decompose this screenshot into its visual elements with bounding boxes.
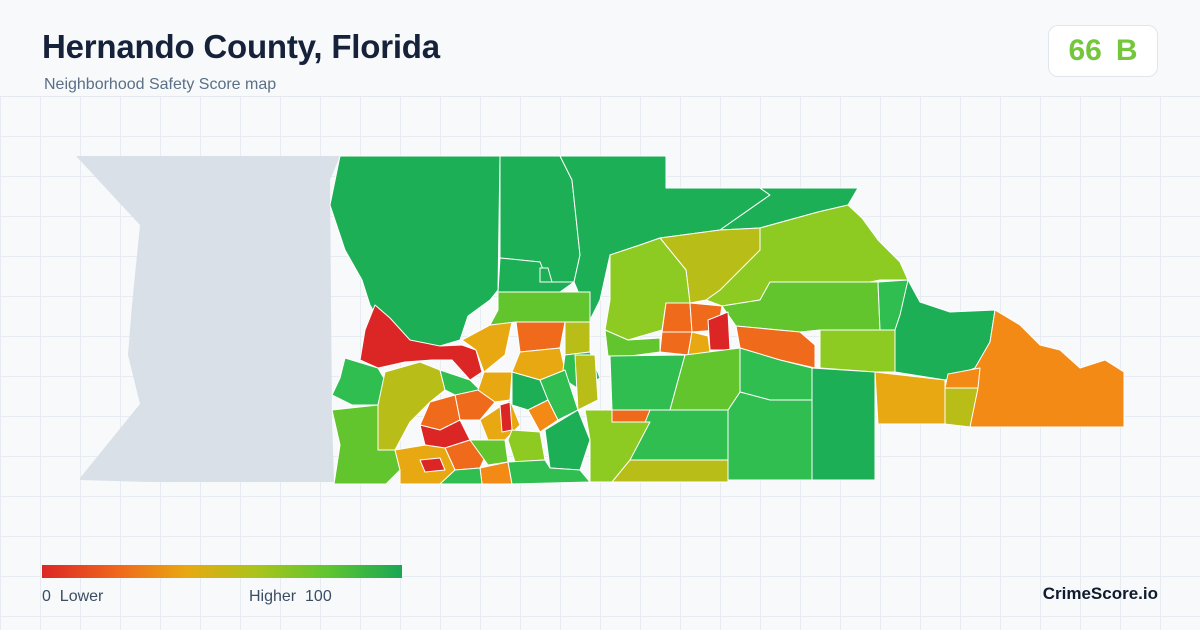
region-central-east-green[interactable]	[669, 347, 741, 411]
brand-logo[interactable]: CrimeScore.io	[1042, 584, 1158, 603]
region-ne-band[interactable]	[721, 281, 881, 333]
region-sh-v[interactable]	[539, 369, 579, 421]
region-central-lime[interactable]	[604, 329, 661, 357]
region-brooksville-e[interactable]	[687, 331, 711, 356]
safety-score-badge: 66 B	[1048, 25, 1158, 77]
region-sh-w[interactable]	[507, 429, 546, 463]
region-sh-x[interactable]	[544, 409, 591, 471]
region-sh-y[interactable]	[507, 459, 591, 485]
water-area	[76, 156, 340, 482]
header-divider	[0, 96, 1200, 97]
legend-low: 0 Lower	[42, 588, 103, 606]
region-sh-i[interactable]	[477, 371, 513, 403]
score-grade: B	[1115, 34, 1138, 67]
region-east-amber[interactable]	[874, 371, 946, 425]
region-brooksville-a[interactable]	[661, 302, 693, 333]
page-title: Hernando County, Florida	[42, 28, 440, 65]
region-sh-n[interactable]	[419, 457, 446, 473]
region-southeast-green[interactable]	[727, 391, 813, 481]
score-value: 66	[1068, 34, 1102, 67]
legend-high-number: 100	[305, 588, 332, 605]
legend-gradient-bar	[42, 565, 402, 578]
region-west-coast-green[interactable]	[331, 357, 386, 406]
region-east-dark-2[interactable]	[811, 367, 876, 481]
region-northwest[interactable]	[329, 155, 501, 353]
region-south-olive[interactable]	[611, 459, 729, 483]
region-sh-g[interactable]	[574, 354, 599, 411]
page-subtitle: Neighborhood Safety Score map	[44, 76, 277, 93]
region-sh-q[interactable]	[479, 461, 513, 485]
region-east-lime[interactable]	[819, 329, 896, 373]
legend-low-label: Lower	[59, 588, 104, 605]
region-sh-b[interactable]	[515, 321, 566, 353]
region-sh-d[interactable]	[564, 321, 591, 356]
coast-inlet	[539, 267, 553, 283]
legend-high-label: Higher	[249, 588, 297, 605]
region-sh-s[interactable]	[499, 401, 513, 433]
region-sh-r[interactable]	[439, 467, 483, 485]
region-brooksville-d[interactable]	[659, 331, 693, 356]
region-sh-e[interactable]	[489, 291, 591, 326]
region-east-orange-small[interactable]	[944, 367, 981, 389]
legend-low-number: 0	[42, 588, 51, 605]
region-central-band[interactable]	[584, 409, 651, 483]
legend-high: Higher 100	[249, 588, 332, 606]
region-far-east[interactable]	[969, 309, 1125, 428]
